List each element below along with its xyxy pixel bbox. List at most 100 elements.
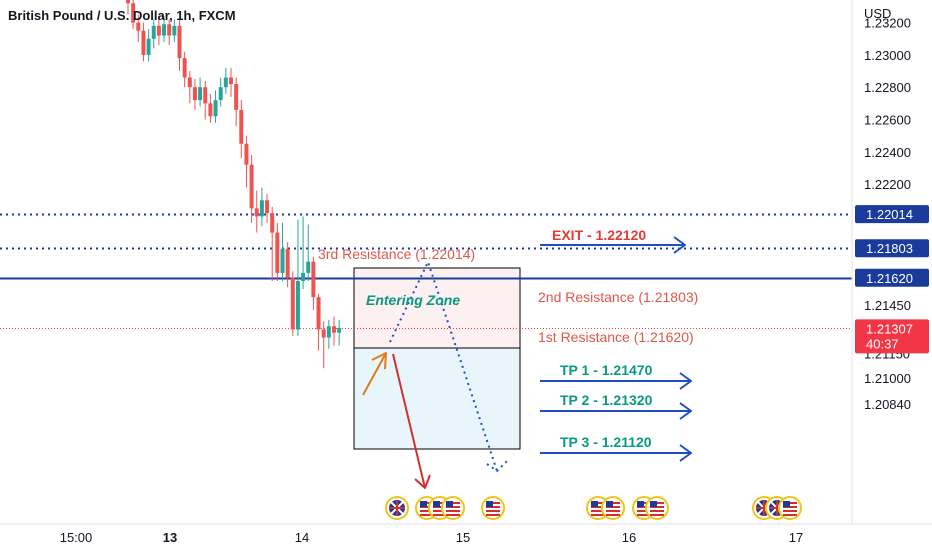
candle[interactable] xyxy=(259,187,264,227)
uk-flag-icon[interactable] xyxy=(385,496,409,520)
candle[interactable] xyxy=(265,193,270,223)
us-flag-canton xyxy=(420,501,427,507)
candle[interactable] xyxy=(249,155,254,223)
x-ticks: 15:00 13 14 15 16 17 xyxy=(60,530,804,545)
candle-body xyxy=(141,30,146,55)
candle-body xyxy=(265,200,270,214)
candle[interactable] xyxy=(295,219,300,336)
candle-body xyxy=(218,87,223,101)
candle[interactable] xyxy=(218,77,223,107)
candle-body xyxy=(156,25,161,36)
candle[interactable] xyxy=(306,224,311,282)
candle[interactable] xyxy=(326,319,331,349)
candle[interactable] xyxy=(239,100,244,159)
candle-body xyxy=(192,87,197,101)
entry-arrow-head xyxy=(371,352,387,370)
candle-body xyxy=(213,100,218,117)
candle[interactable] xyxy=(187,71,192,104)
candle[interactable] xyxy=(177,19,182,72)
candle[interactable] xyxy=(337,319,342,346)
candle-body xyxy=(321,329,326,338)
us-flag-icon[interactable] xyxy=(441,496,465,520)
candle[interactable] xyxy=(182,51,187,88)
y-ticks: 1.23200 1.23000 1.22800 1.22600 1.22400 1.222… xyxy=(864,16,911,412)
candle-body xyxy=(311,261,316,298)
candle[interactable] xyxy=(321,321,326,369)
us-flag-icon[interactable] xyxy=(481,496,505,520)
projected-path-head xyxy=(486,460,508,473)
candle[interactable] xyxy=(208,93,213,123)
candle[interactable] xyxy=(311,256,316,311)
candle-body xyxy=(151,25,156,39)
us-flag-canton xyxy=(433,501,440,507)
price-scale[interactable] xyxy=(852,0,932,524)
candle[interactable] xyxy=(198,77,203,107)
us-flag-icon[interactable] xyxy=(601,496,625,520)
exit-arrow-head xyxy=(673,236,686,254)
candle[interactable] xyxy=(146,29,151,62)
candle-body xyxy=(280,248,285,273)
x-tick-label: 16 xyxy=(622,530,636,545)
us-flag-canton xyxy=(486,501,493,507)
candle[interactable] xyxy=(223,67,228,94)
candle-body xyxy=(172,25,177,36)
current-price-value: 1.21307 xyxy=(866,321,913,336)
level-price-value: 1.22014 xyxy=(866,207,913,222)
candle[interactable] xyxy=(290,271,295,336)
candle[interactable] xyxy=(131,0,136,30)
y-tick-label: 1.22200 xyxy=(864,177,911,192)
level-price-badge[interactable] xyxy=(855,205,929,224)
candle[interactable] xyxy=(167,19,172,46)
downside-arrow-head xyxy=(414,474,431,489)
entering-zone-box[interactable] xyxy=(354,268,520,348)
candle[interactable] xyxy=(141,22,146,62)
target-zone-box[interactable] xyxy=(354,348,520,449)
candle[interactable] xyxy=(192,79,197,110)
candle[interactable] xyxy=(213,90,218,123)
candle[interactable] xyxy=(151,19,156,49)
second-resistance-label: 2nd Resistance (1.21803) xyxy=(538,289,698,305)
tp3-label: TP 3 - 1.21120 xyxy=(560,434,652,450)
level-price-badge[interactable] xyxy=(855,239,929,258)
candle[interactable] xyxy=(234,77,239,126)
candle-body xyxy=(177,25,182,59)
candle-body xyxy=(306,261,311,273)
current-price-badge[interactable] xyxy=(855,319,929,354)
exit-label: EXIT - 1.22120 xyxy=(552,227,646,243)
candle[interactable] xyxy=(275,222,280,282)
candle-body xyxy=(332,326,336,333)
candle[interactable] xyxy=(136,14,141,42)
uk-flag-cross xyxy=(389,500,405,516)
candle-body xyxy=(275,232,280,273)
candle[interactable] xyxy=(229,67,233,97)
us-flag-icon[interactable] xyxy=(645,496,669,520)
candle-body xyxy=(223,77,228,88)
candle-body xyxy=(244,143,249,165)
candle[interactable] xyxy=(172,19,177,42)
tp2-arrow-head xyxy=(679,402,692,420)
candle[interactable] xyxy=(203,80,208,120)
candle[interactable] xyxy=(162,16,167,42)
candles-layer xyxy=(126,0,342,369)
candle[interactable] xyxy=(156,19,161,46)
candle-body xyxy=(239,109,244,144)
candle-body xyxy=(131,3,136,23)
y-tick-label: 1.21000 xyxy=(864,371,911,386)
x-tick-label: 14 xyxy=(295,530,309,545)
candle[interactable] xyxy=(280,222,285,282)
us-flag-icon[interactable] xyxy=(778,496,802,520)
candle[interactable] xyxy=(244,135,249,188)
candle[interactable] xyxy=(285,242,290,288)
candle[interactable] xyxy=(316,293,321,351)
level-price-badge[interactable] xyxy=(855,268,929,287)
candle[interactable] xyxy=(270,206,275,282)
candle[interactable] xyxy=(332,316,336,346)
chart-title: British Pound / U.S. Dollar, 1h, FXCM xyxy=(8,8,236,23)
candle[interactable] xyxy=(301,216,306,290)
candle[interactable] xyxy=(126,0,130,15)
candle[interactable] xyxy=(254,190,259,233)
candle-body xyxy=(136,22,141,31)
candle-body xyxy=(229,77,233,84)
candle-body xyxy=(254,208,259,217)
